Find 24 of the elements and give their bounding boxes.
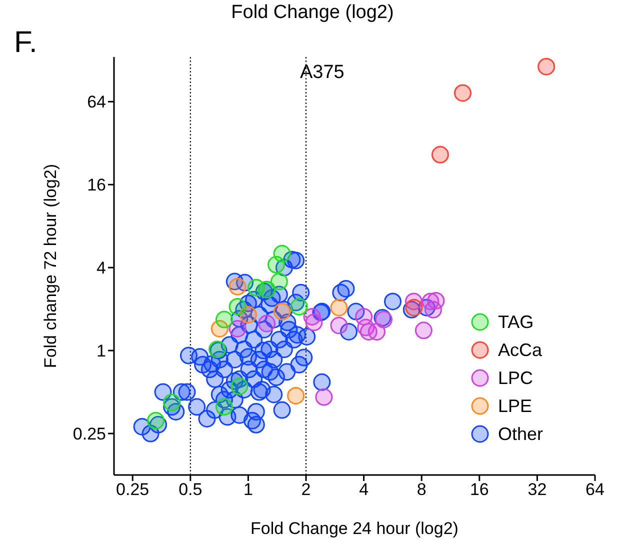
y-tick-label: 16	[87, 176, 106, 195]
legend-label: LPC	[498, 368, 534, 388]
x-tick-label: 0.5	[178, 480, 202, 500]
legend-label: LPE	[498, 396, 532, 416]
x-tick-label: 16	[470, 480, 489, 500]
y-tick-label: 4	[96, 258, 106, 278]
text: F.	[14, 26, 38, 60]
legend-label: TAG	[498, 312, 534, 332]
x-tick-label: 0.25	[116, 480, 150, 500]
x-tick-label: 1	[243, 480, 253, 500]
y-tick-label: 0.25	[72, 424, 106, 444]
x-tick-label: 32	[528, 480, 547, 500]
x-tick-label: 4	[359, 480, 369, 500]
x-tick-label: 64	[586, 480, 604, 500]
y-axis-title: Fold change 72 hour (log2)	[41, 164, 60, 368]
legend-label: AcCa	[498, 340, 542, 360]
y-tick-label: 1	[96, 342, 106, 361]
x-tick-label: 2	[301, 480, 311, 500]
legend-label: Other	[498, 424, 544, 444]
y-tick-label: 64	[87, 92, 106, 112]
x-axis-title: Fold Change 24 hour (log2)	[250, 519, 458, 538]
text: Fold Change (log2)	[230, 2, 395, 24]
annotation: A375	[300, 62, 344, 84]
x-tick-label: 8	[416, 480, 426, 500]
